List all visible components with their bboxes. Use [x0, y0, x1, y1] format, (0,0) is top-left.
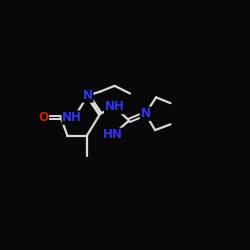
Text: NH: NH [62, 111, 82, 124]
Text: N: N [83, 89, 93, 102]
Text: O: O [38, 111, 48, 124]
Text: N: N [140, 107, 150, 120]
Text: NH: NH [105, 100, 124, 114]
Text: HN: HN [103, 128, 123, 141]
